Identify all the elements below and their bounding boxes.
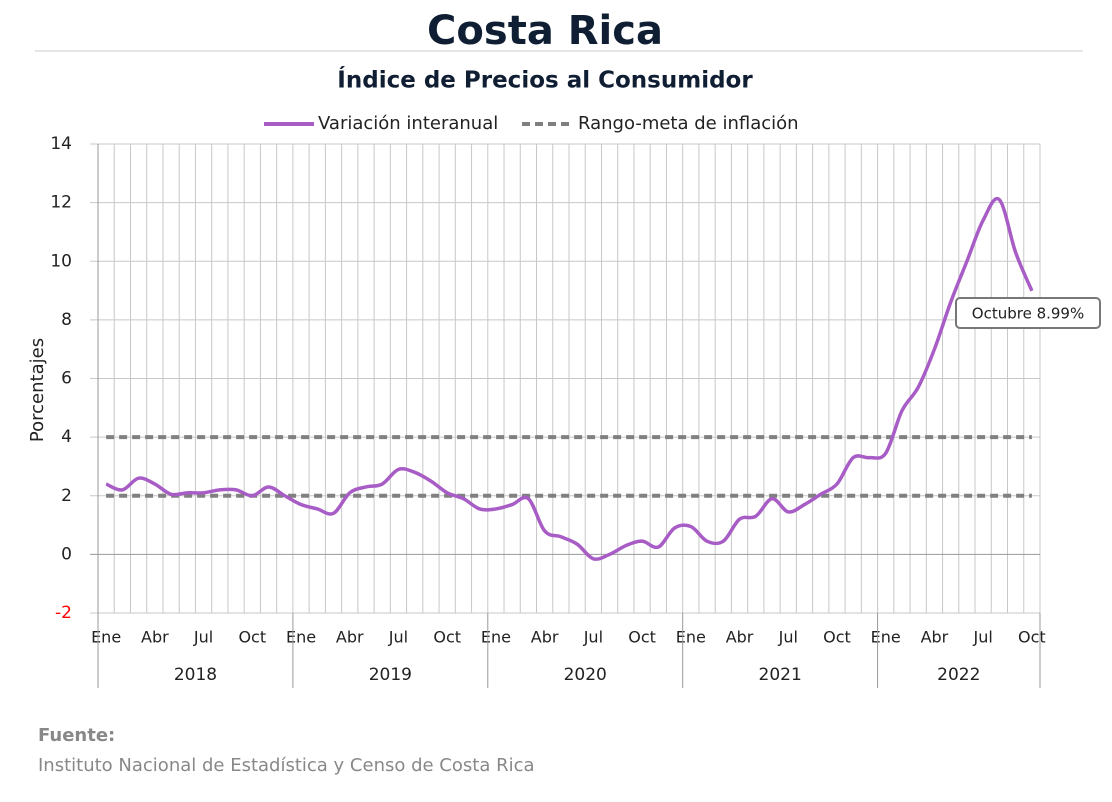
annotation-box xyxy=(955,297,1101,329)
y-tick-label: 2 xyxy=(61,486,72,506)
x-tick-label: Ene xyxy=(91,628,121,647)
series-line xyxy=(105,196,1034,561)
x-tick-label: Jul xyxy=(388,628,408,647)
x-tick-label: Jul xyxy=(193,628,213,647)
source-label: Fuente: xyxy=(38,725,115,746)
chart-subtitle: Índice de Precios al Consumidor xyxy=(337,66,753,94)
x-tick-label: Ene xyxy=(676,628,706,647)
year-label: 2021 xyxy=(759,665,802,685)
y-axis-label: Porcentajes xyxy=(27,338,48,442)
x-tick-label: Abr xyxy=(336,628,364,647)
y-tick-label: 10 xyxy=(50,251,72,271)
x-tick-label: Abr xyxy=(726,628,754,647)
y-tick-label: 6 xyxy=(61,369,72,389)
x-tick-label: Jul xyxy=(972,628,992,647)
year-label: 2022 xyxy=(937,665,980,685)
x-tick-label: Abr xyxy=(141,628,169,647)
y-tick-label: 14 xyxy=(50,134,72,154)
x-tick-label: Oct xyxy=(628,628,656,647)
x-tick-label: Oct xyxy=(1018,628,1046,647)
x-tick-label: Jul xyxy=(583,628,603,647)
year-label: 2018 xyxy=(174,665,217,685)
x-tick-label: Jul xyxy=(778,628,798,647)
y-tick-label: 0 xyxy=(61,544,72,564)
annotation: Octubre 8.99% xyxy=(972,305,1084,323)
x-tick-label: Oct xyxy=(823,628,851,647)
legend-label: Rango-meta de inflación xyxy=(578,113,799,134)
year-label: 2020 xyxy=(564,665,607,685)
x-tick-label: Ene xyxy=(871,628,901,647)
x-tick-label: Abr xyxy=(531,628,559,647)
source: Instituto Nacional de Estadística y Cens… xyxy=(38,755,535,776)
x-tick-label: Oct xyxy=(433,628,461,647)
x-tick-label: Ene xyxy=(481,628,511,647)
x-tick-label: Abr xyxy=(921,628,949,647)
x-tick-label: Oct xyxy=(238,628,266,647)
y-tick-label: 4 xyxy=(61,427,72,447)
chart-title: Costa Rica xyxy=(427,8,663,54)
y-tick-label: 8 xyxy=(61,310,72,330)
y-tick-label: -2 xyxy=(55,603,72,623)
x-tick-label: Ene xyxy=(286,628,316,647)
year-label: 2019 xyxy=(369,665,412,685)
y-tick-label: 12 xyxy=(50,193,72,213)
legend-label: Variación interanual xyxy=(318,113,498,134)
